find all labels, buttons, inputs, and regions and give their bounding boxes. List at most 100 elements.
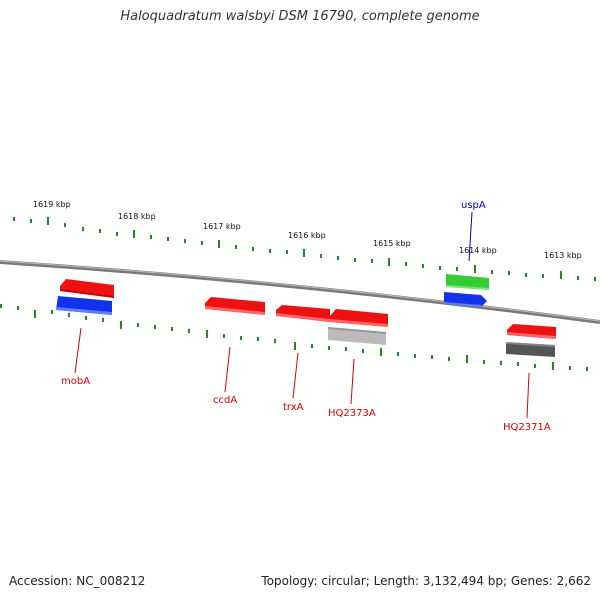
minor-tick xyxy=(51,310,53,314)
minor-tick xyxy=(542,274,544,278)
ruler-label: 1618 kbp xyxy=(118,212,156,221)
minor-tick xyxy=(68,313,70,317)
major-tick xyxy=(303,249,305,257)
minor-tick xyxy=(85,316,87,320)
minor-tick xyxy=(17,306,19,310)
minor-tick xyxy=(102,318,104,322)
gene-arrow-red[interactable] xyxy=(60,279,114,298)
gene-uspA-partner-feature[interactable] xyxy=(444,292,487,307)
gene-HQ2373A-pseudo-feature[interactable] xyxy=(328,327,386,345)
ruler-label: 1616 kbp xyxy=(288,231,326,240)
minor-tick xyxy=(534,364,536,368)
minor-tick xyxy=(240,336,242,340)
lower-tick-ruler xyxy=(0,304,588,371)
major-tick xyxy=(380,348,382,356)
gene-uspA-feature[interactable] xyxy=(446,274,489,290)
major-tick xyxy=(560,271,562,279)
minor-tick xyxy=(483,360,485,364)
minor-tick xyxy=(30,219,32,223)
gene-trxA-feature[interactable] xyxy=(276,305,330,322)
minor-tick xyxy=(414,354,416,358)
minor-tick xyxy=(150,235,152,239)
major-tick xyxy=(294,342,296,350)
minor-tick xyxy=(362,349,364,353)
minor-tick xyxy=(345,347,347,351)
minor-tick xyxy=(137,323,139,327)
minor-tick xyxy=(354,258,356,262)
minor-tick xyxy=(491,270,493,274)
genome-stats-text: Topology: circular; Length: 3,132,494 bp… xyxy=(261,574,591,588)
genome-backbone-highlight xyxy=(0,260,600,322)
minor-tick xyxy=(371,259,373,263)
major-tick xyxy=(47,217,49,225)
minor-tick xyxy=(188,329,190,333)
minor-tick xyxy=(320,254,322,258)
major-tick xyxy=(552,362,554,370)
major-tick xyxy=(133,230,135,238)
minor-tick xyxy=(525,273,527,277)
major-tick xyxy=(120,321,122,329)
leader-line-mobA xyxy=(74,327,82,374)
minor-tick xyxy=(184,239,186,243)
minor-tick xyxy=(274,339,276,343)
minor-tick xyxy=(405,262,407,266)
ruler-label: 1613 kbp xyxy=(544,251,582,260)
minor-tick xyxy=(116,232,118,236)
minor-tick xyxy=(517,362,519,366)
ruler-labels: 1619 kbp 1618 kbp 1617 kbp 1616 kbp 1615… xyxy=(33,200,582,260)
ruler-label: 1614 kbp xyxy=(459,246,497,255)
minor-tick xyxy=(269,249,271,253)
minor-tick xyxy=(586,367,588,371)
minor-tick xyxy=(594,277,596,281)
major-tick xyxy=(474,265,476,273)
gene-HQ2371A-pseudo-feature[interactable] xyxy=(506,342,555,357)
minor-tick xyxy=(439,266,441,270)
label-leader-lines xyxy=(74,211,530,419)
gene-label-uspA[interactable]: uspA xyxy=(461,200,486,211)
gene-HQ2373A-feature[interactable] xyxy=(330,309,388,327)
minor-tick xyxy=(252,247,254,251)
accession-text: Accession: NC_008212 xyxy=(9,574,146,588)
gene-ccdA-feature[interactable] xyxy=(205,297,265,315)
leader-line-trxA xyxy=(292,352,299,399)
gene-label-mobA[interactable]: mobA xyxy=(61,376,90,387)
minor-tick xyxy=(64,223,66,227)
major-tick xyxy=(34,310,36,318)
minor-tick xyxy=(82,227,84,231)
gene-bar-shade xyxy=(446,285,489,290)
gene-arrow-shade xyxy=(330,319,388,327)
minor-tick xyxy=(167,237,169,241)
gene-label-HQ2373A[interactable]: HQ2373A xyxy=(328,408,376,419)
leader-line-uspA xyxy=(468,211,473,262)
minor-tick xyxy=(286,250,288,254)
major-tick xyxy=(218,240,220,248)
minor-tick xyxy=(201,241,203,245)
gene-arrow-shade xyxy=(507,332,556,339)
gene-label-trxA[interactable]: trxA xyxy=(283,402,304,413)
minor-tick xyxy=(431,355,433,359)
minor-tick xyxy=(328,346,330,350)
upper-tick-ruler xyxy=(13,217,596,281)
ruler-label: 1615 kbp xyxy=(373,239,411,248)
gene-label-ccdA[interactable]: ccdA xyxy=(213,395,237,406)
gene-arrow-shade xyxy=(444,302,481,307)
minor-tick xyxy=(397,352,399,356)
major-tick xyxy=(466,355,468,363)
gene-mobA-feature[interactable] xyxy=(60,279,114,298)
gene-bar-shade xyxy=(506,342,555,347)
minor-tick xyxy=(500,361,502,365)
leader-line-HQ2371A xyxy=(526,372,530,419)
gene-mobA-partner-feature[interactable] xyxy=(56,296,112,315)
gene-HQ2371A-feature[interactable] xyxy=(507,324,556,339)
genome-backbone xyxy=(0,260,600,324)
minor-tick xyxy=(154,325,156,329)
minor-tick xyxy=(456,267,458,271)
leader-line-ccdA xyxy=(224,346,231,393)
minor-tick xyxy=(422,264,424,268)
minor-tick xyxy=(508,271,510,275)
gene-bar-shade xyxy=(328,327,386,334)
minor-tick xyxy=(337,256,339,260)
major-tick xyxy=(388,258,390,266)
minor-tick xyxy=(311,344,313,348)
gene-label-HQ2371A[interactable]: HQ2371A xyxy=(503,422,551,433)
